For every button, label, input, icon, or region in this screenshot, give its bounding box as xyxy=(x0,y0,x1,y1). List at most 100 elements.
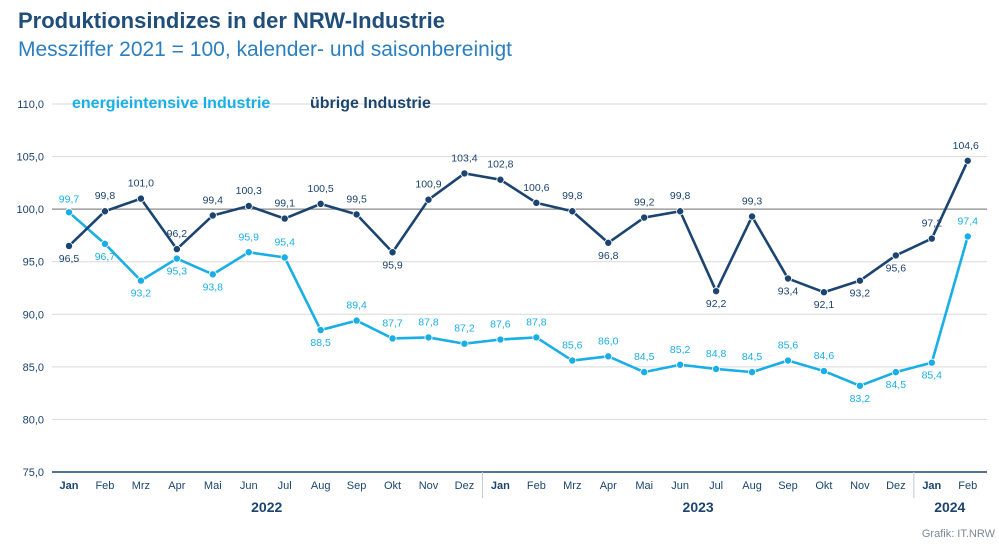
data-point xyxy=(927,358,936,367)
data-point xyxy=(352,210,361,219)
data-point xyxy=(532,198,541,207)
data-label: 99,1 xyxy=(274,198,295,210)
data-point xyxy=(604,352,613,361)
data-point xyxy=(172,254,181,263)
data-label: 84,5 xyxy=(742,351,763,363)
y-tick-label: 110,0 xyxy=(17,99,44,111)
data-label: 84,5 xyxy=(634,351,655,363)
data-label: 86,0 xyxy=(598,335,619,347)
data-point xyxy=(640,368,649,377)
year-label: 2024 xyxy=(934,499,965,515)
data-point xyxy=(388,248,397,257)
data-label: 101,0 xyxy=(128,178,154,190)
data-point xyxy=(496,335,505,344)
data-point xyxy=(891,251,900,260)
x-tick-label: Jul xyxy=(709,480,723,492)
data-label: 87,7 xyxy=(382,317,403,329)
x-tick-label: Jan xyxy=(922,480,941,492)
data-label: 96,8 xyxy=(598,250,619,262)
year-label: 2023 xyxy=(683,499,714,515)
data-point xyxy=(316,199,325,208)
data-label: 84,6 xyxy=(814,350,835,362)
data-point xyxy=(855,381,864,390)
data-label: 99,2 xyxy=(634,197,655,209)
x-tick-label: Feb xyxy=(958,480,977,492)
data-label: 99,3 xyxy=(742,196,763,208)
data-label: 102,8 xyxy=(487,159,513,171)
data-point xyxy=(460,169,469,178)
data-point xyxy=(676,360,685,369)
data-label: 99,8 xyxy=(562,190,583,202)
legend-entry: übrige Industrie xyxy=(310,95,431,112)
data-point xyxy=(100,207,109,216)
data-point xyxy=(280,253,289,262)
data-label: 95,9 xyxy=(382,259,403,271)
y-tick-label: 80,0 xyxy=(23,414,44,426)
x-tick-label: Dez xyxy=(886,480,906,492)
series-line-energieintensive xyxy=(67,210,970,388)
data-point xyxy=(280,214,289,223)
data-label: 100,6 xyxy=(523,182,549,194)
data-label: 93,2 xyxy=(850,288,871,300)
data-label: 93,4 xyxy=(778,286,799,298)
y-tick-label: 100,0 xyxy=(16,204,44,216)
data-point xyxy=(819,288,828,297)
x-tick-label: Mai xyxy=(635,480,653,492)
y-tick-label: 90,0 xyxy=(23,309,44,321)
data-label: 92,2 xyxy=(706,298,727,310)
x-tick-label: Sep xyxy=(778,480,798,492)
data-label: 97,4 xyxy=(958,215,979,227)
data-point xyxy=(460,339,469,348)
x-tick-label: Feb xyxy=(95,480,114,492)
data-label: 100,5 xyxy=(308,183,334,195)
x-tick-label: Okt xyxy=(815,480,832,492)
data-point xyxy=(352,316,361,325)
chart-credit: Grafik: IT.NRW xyxy=(921,528,995,540)
data-label: 99,8 xyxy=(95,190,116,202)
data-label: 103,4 xyxy=(451,152,477,164)
data-point xyxy=(244,201,253,210)
x-tick-label: Jan xyxy=(491,480,510,492)
data-point xyxy=(388,334,397,343)
data-point xyxy=(748,212,757,221)
data-point xyxy=(712,287,721,296)
chart-subtitle: Messziffer 2021 = 100, kalender- und sai… xyxy=(18,38,513,61)
data-label: 104,6 xyxy=(953,140,979,152)
data-point xyxy=(927,234,936,243)
data-label: 85,4 xyxy=(922,370,943,382)
data-point xyxy=(496,175,505,184)
data-point xyxy=(676,207,685,216)
y-tick-label: 95,0 xyxy=(23,257,44,269)
data-label: 99,4 xyxy=(203,194,224,206)
data-point xyxy=(784,274,793,283)
data-point xyxy=(532,333,541,342)
data-point xyxy=(748,368,757,377)
data-label: 97,2 xyxy=(922,218,943,230)
data-point xyxy=(712,364,721,373)
data-label: 85,2 xyxy=(670,344,691,356)
x-tick-label: Mai xyxy=(204,480,222,492)
x-tick-label: Nov xyxy=(419,480,439,492)
x-tick-label: Nov xyxy=(850,480,870,492)
data-point xyxy=(819,367,828,376)
data-label: 83,2 xyxy=(850,393,871,405)
x-tick-label: Sep xyxy=(347,480,367,492)
data-label: 95,3 xyxy=(167,266,188,278)
data-point xyxy=(424,333,433,342)
data-label: 99,7 xyxy=(59,193,80,205)
x-tick-label: Okt xyxy=(384,480,401,492)
data-point xyxy=(604,238,613,247)
data-label: 89,4 xyxy=(346,300,367,312)
x-tick-label: Jun xyxy=(240,480,258,492)
x-tick-label: Aug xyxy=(311,480,331,492)
data-label: 99,5 xyxy=(346,193,367,205)
data-label: 96,5 xyxy=(59,253,80,265)
data-label: 99,8 xyxy=(670,190,691,202)
data-label: 95,9 xyxy=(239,231,260,243)
data-label: 95,4 xyxy=(274,237,295,249)
data-point xyxy=(784,356,793,365)
data-point xyxy=(100,239,109,248)
data-point xyxy=(963,156,972,165)
data-label: 93,2 xyxy=(131,288,152,300)
